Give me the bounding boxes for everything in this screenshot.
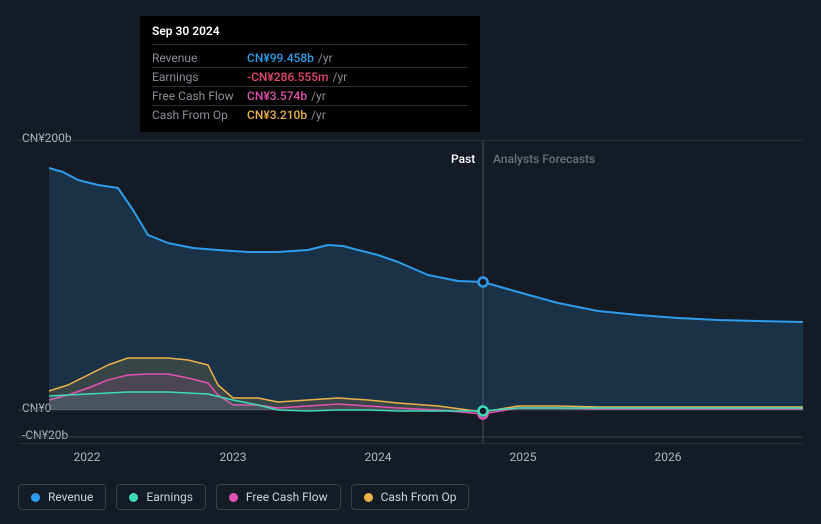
- tooltip-metric-label: Revenue: [152, 51, 247, 65]
- legend-earnings[interactable]: Earnings: [116, 484, 206, 510]
- tooltip-metric-unit: /yr: [311, 89, 326, 103]
- x-axis-tick: 2023: [220, 450, 247, 464]
- legend-label: Revenue: [48, 490, 93, 504]
- tooltip-date: Sep 30 2024: [152, 24, 468, 45]
- x-axis-tick: 2026: [655, 450, 682, 464]
- tooltip-metric-label: Earnings: [152, 70, 247, 84]
- x-axis-tick: 2022: [74, 450, 101, 464]
- tooltip-row: Earnings-CN¥286.555m/yr: [152, 68, 468, 87]
- chart-plot-area[interactable]: [18, 140, 803, 444]
- legend-dot-icon: [229, 493, 238, 502]
- x-axis-tick: 2025: [510, 450, 537, 464]
- legend-cash-from-op[interactable]: Cash From Op: [351, 484, 470, 510]
- tooltip-metric-unit: /yr: [311, 108, 326, 122]
- tooltip-metric-label: Cash From Op: [152, 108, 247, 122]
- tooltip-row: RevenueCN¥99.458b/yr: [152, 49, 468, 68]
- tooltip-metric-value: -CN¥286.555m: [247, 70, 329, 84]
- legend-label: Cash From Op: [381, 490, 457, 504]
- tooltip-metric-label: Free Cash Flow: [152, 89, 247, 103]
- legend-label: Free Cash Flow: [246, 490, 328, 504]
- chart-svg: [18, 140, 803, 444]
- legend-revenue[interactable]: Revenue: [18, 484, 106, 510]
- x-axis-tick: 2024: [365, 450, 392, 464]
- legend-dot-icon: [364, 493, 373, 502]
- chart-legend: Revenue Earnings Free Cash Flow Cash From O…: [18, 484, 469, 510]
- tooltip-row: Cash From OpCN¥3.210b/yr: [152, 106, 468, 124]
- tooltip-metric-value: CN¥3.210b: [247, 108, 307, 122]
- tooltip-metric-unit: /yr: [333, 70, 348, 84]
- legend-dot-icon: [31, 493, 40, 502]
- tooltip-metric-unit: /yr: [318, 51, 333, 65]
- legend-dot-icon: [129, 493, 138, 502]
- financial-chart: Sep 30 2024 RevenueCN¥99.458b/yrEarnings…: [0, 0, 821, 524]
- legend-free-cash-flow[interactable]: Free Cash Flow: [216, 484, 341, 510]
- tooltip-row: Free Cash FlowCN¥3.574b/yr: [152, 87, 468, 106]
- tooltip-metric-value: CN¥3.574b: [247, 89, 307, 103]
- chart-tooltip: Sep 30 2024 RevenueCN¥99.458b/yrEarnings…: [140, 16, 480, 132]
- legend-label: Earnings: [146, 490, 193, 504]
- tooltip-metric-value: CN¥99.458b: [247, 51, 314, 65]
